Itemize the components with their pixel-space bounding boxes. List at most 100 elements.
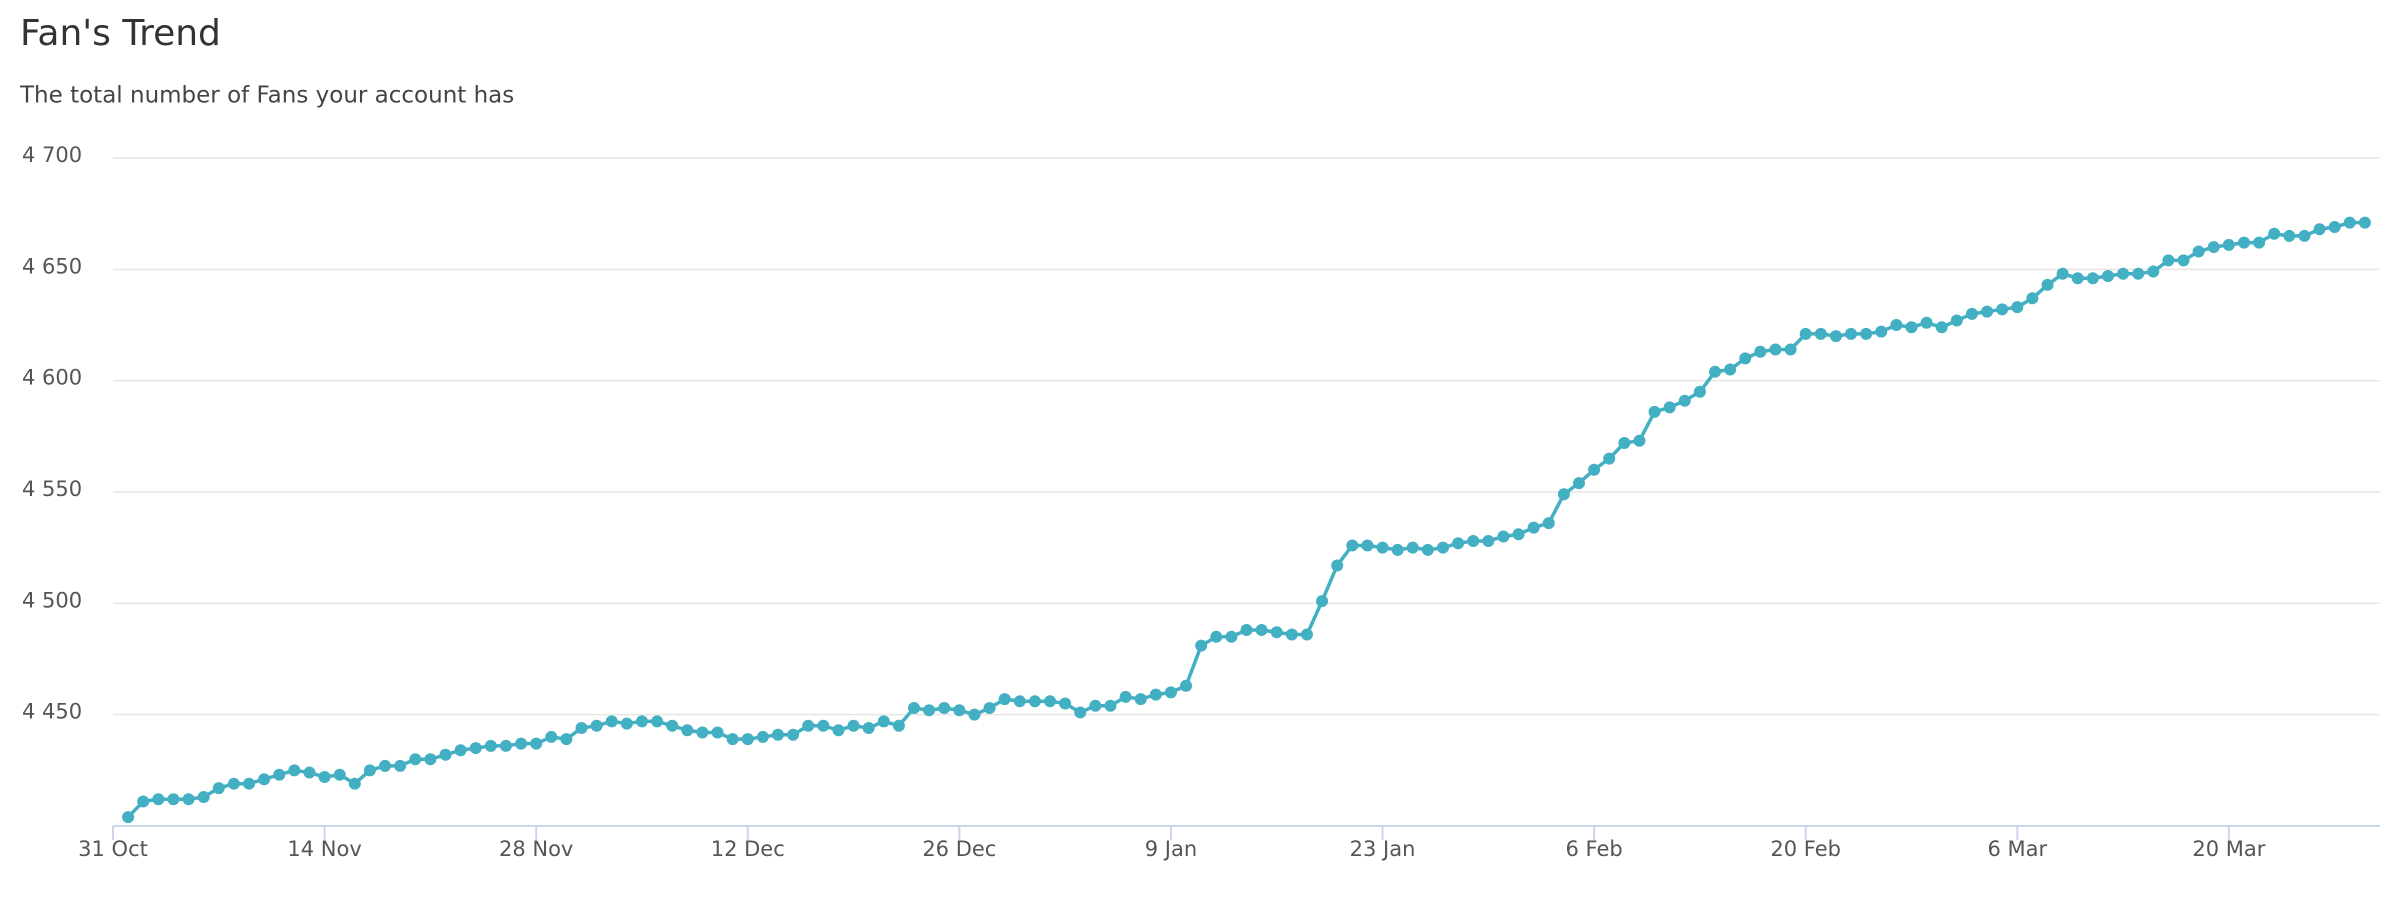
data-point <box>2358 216 2371 229</box>
data-point <box>1542 517 1555 530</box>
data-point <box>1164 686 1177 699</box>
data-point <box>1965 307 1978 320</box>
data-point <box>1814 327 1827 340</box>
data-point <box>1059 697 1072 710</box>
data-point <box>2162 254 2175 267</box>
data-point <box>1300 628 1313 641</box>
data-point <box>787 728 800 741</box>
data-point <box>530 737 543 750</box>
data-point <box>2328 221 2341 234</box>
data-point <box>1784 343 1797 356</box>
data-point <box>2177 254 2190 267</box>
data-point <box>2222 238 2235 251</box>
x-tick-label: 23 Jan <box>1350 837 1416 861</box>
data-point <box>741 733 754 746</box>
data-point <box>1044 695 1057 708</box>
data-point <box>197 791 210 804</box>
data-point <box>681 724 694 737</box>
data-point <box>968 708 981 721</box>
x-tick-label: 28 Nov <box>499 837 573 861</box>
data-point <box>560 733 573 746</box>
data-point <box>726 733 739 746</box>
data-point <box>303 766 316 779</box>
data-point <box>545 730 558 743</box>
x-tick-label: 6 Mar <box>1987 837 2047 861</box>
data-point <box>1119 690 1132 703</box>
data-point <box>1452 537 1465 550</box>
data-point <box>1860 327 1873 340</box>
data-point <box>1467 534 1480 547</box>
data-point <box>1225 630 1238 643</box>
data-point <box>605 715 618 728</box>
data-point <box>409 753 422 766</box>
x-tick-label: 26 Dec <box>922 837 996 861</box>
data-point <box>1663 401 1676 414</box>
data-point <box>1920 316 1933 329</box>
data-point <box>243 777 256 790</box>
data-point <box>635 715 648 728</box>
data-point <box>1935 321 1948 334</box>
data-point <box>2283 229 2296 242</box>
data-point <box>938 701 951 714</box>
data-point <box>1739 352 1752 365</box>
data-point <box>1376 541 1389 554</box>
data-point <box>847 719 860 732</box>
data-point <box>1104 699 1117 712</box>
data-point <box>258 773 271 786</box>
data-point <box>817 719 830 732</box>
data-point <box>182 793 195 806</box>
data-point <box>515 737 528 750</box>
data-point <box>2071 272 2084 285</box>
data-point <box>2117 267 2130 280</box>
data-point <box>1769 343 1782 356</box>
x-tick-label: 20 Mar <box>2192 837 2265 861</box>
y-tick-label: 4 600 <box>22 366 82 390</box>
data-point <box>1950 314 1963 327</box>
data-point <box>424 753 437 766</box>
data-point <box>666 719 679 732</box>
data-point <box>484 739 497 752</box>
data-point <box>1391 543 1404 556</box>
data-point <box>2011 301 2024 314</box>
data-point <box>620 717 633 730</box>
y-tick-label: 4 550 <box>22 477 82 501</box>
data-point <box>1149 688 1162 701</box>
data-point <box>711 726 724 739</box>
data-point <box>152 793 165 806</box>
data-point <box>1089 699 1102 712</box>
data-point <box>363 764 376 777</box>
data-point <box>1346 539 1359 552</box>
data-point <box>1270 626 1283 639</box>
x-tick-label: 6 Feb <box>1565 837 1622 861</box>
data-point <box>499 739 512 752</box>
y-tick-label: 4 450 <box>22 700 82 724</box>
data-point <box>1875 325 1888 338</box>
data-point <box>1618 437 1631 450</box>
y-tick-label: 4 500 <box>22 588 82 612</box>
data-point <box>1316 595 1329 608</box>
data-point <box>983 701 996 714</box>
data-point <box>273 768 286 781</box>
data-point <box>1134 693 1147 706</box>
data-point <box>1255 624 1268 637</box>
data-point <box>908 701 921 714</box>
data-point <box>696 726 709 739</box>
x-tick-label: 9 Jan <box>1145 837 1197 861</box>
data-point <box>439 748 452 761</box>
y-tick-label: 4 650 <box>22 254 82 278</box>
data-point <box>575 722 588 735</box>
data-point <box>1028 695 1041 708</box>
chart-subtitle: The total number of Fans your account ha… <box>19 83 514 109</box>
data-point <box>802 719 815 732</box>
data-point <box>2026 292 2039 305</box>
data-point <box>1240 624 1253 637</box>
data-point <box>1572 477 1585 490</box>
data-point <box>590 719 603 732</box>
x-tick-label: 12 Dec <box>711 837 785 861</box>
data-point <box>2041 278 2054 291</box>
data-point <box>318 771 331 784</box>
data-point <box>1074 706 1087 719</box>
data-point <box>2343 216 2356 229</box>
data-point <box>1482 534 1495 547</box>
data-point <box>333 768 346 781</box>
